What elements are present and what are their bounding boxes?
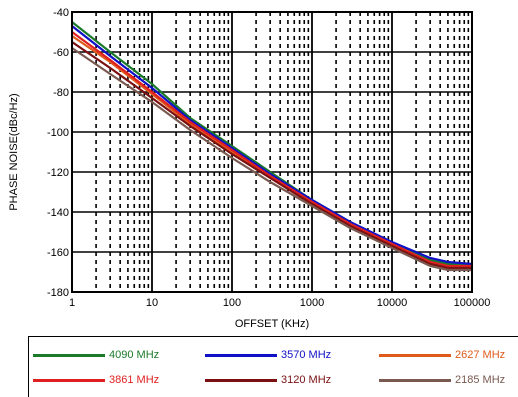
y-axis-label: PHASE NOISE(dBc/Hz) (8, 93, 20, 210)
legend-swatch (379, 378, 451, 382)
y-tick-label: -80 (53, 87, 69, 99)
y-tick-labels: -40 -60 -80 -100 -120 -140 -160 -180 (47, 7, 69, 299)
legend-item: 3570 MHz (205, 347, 331, 363)
legend: 4090 MHz 3570 MHz 2627 MHz 3861 MHz 3120 MHz… (28, 336, 518, 397)
y-tick-label: -180 (47, 287, 69, 299)
series-line-2185-mhz (71, 47, 472, 272)
series-lines (71, 21, 473, 272)
x-axis-label: OFFSET (KHz) (235, 318, 309, 330)
series-line-3570-mhz (71, 25, 473, 266)
x-tick-label: 1 (69, 297, 75, 309)
x-tick-label: 100 (223, 297, 241, 309)
y-tick-label: -120 (47, 167, 69, 179)
legend-label: 3570 MHz (281, 349, 332, 361)
legend-swatch (205, 353, 277, 357)
y-tick-label: -140 (47, 207, 69, 219)
legend-item: 4090 MHz (33, 347, 159, 363)
legend-label: 3120 MHz (281, 374, 332, 386)
legend-label: 2185 MHz (455, 374, 506, 386)
y-tick-label: -160 (47, 247, 69, 259)
legend-item: 2185 MHz (379, 372, 505, 388)
phase-noise-chart: -40 -60 -80 -100 -120 -140 -160 -180 1 10 100 1000… (8, 7, 490, 330)
x-tick-label: 1000 (300, 297, 324, 309)
legend-item: 3861 MHz (33, 372, 159, 388)
legend-label: 4090 MHz (109, 349, 160, 361)
legend-swatch (379, 353, 451, 357)
x-tick-labels: 1 10 100 1000 10000 100000 (69, 297, 490, 309)
series-line-3120-mhz (71, 41, 472, 270)
legend-swatch (205, 378, 277, 382)
grid (72, 12, 472, 292)
plot-area (72, 12, 472, 292)
legend-label: 2627 MHz (455, 349, 506, 361)
legend-swatch (33, 353, 105, 357)
x-tick-label: 10 (146, 297, 158, 309)
legend-item: 3120 MHz (205, 372, 331, 388)
legend-item: 2627 MHz (379, 347, 505, 363)
y-tick-label: -40 (53, 7, 69, 19)
x-tick-label: 10000 (377, 297, 408, 309)
legend-label: 3861 MHz (109, 374, 160, 386)
series-line-3861-mhz (71, 31, 472, 268)
legend-swatch (33, 378, 105, 382)
x-tick-label: 100000 (454, 297, 491, 309)
y-tick-label: -60 (53, 47, 69, 59)
y-tick-label: -100 (47, 127, 69, 139)
plot-frame (71, 11, 473, 293)
